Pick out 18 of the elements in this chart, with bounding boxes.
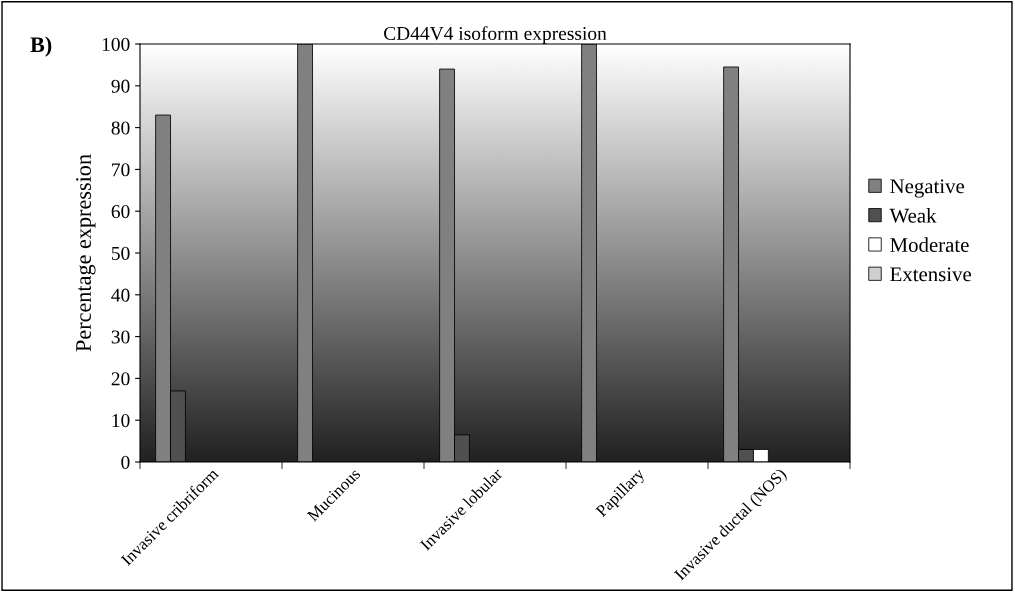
y-tick-label: 0 [121, 455, 130, 469]
y-tick-label: 20 [111, 372, 130, 386]
legend-label: Extensive [890, 267, 972, 282]
y-tick-label: 50 [111, 246, 130, 260]
y-tick-label: 30 [111, 330, 130, 344]
y-tick-label: 70 [112, 163, 130, 177]
legend-label: Negative [890, 179, 965, 198]
y-tick-label: 60 [111, 205, 130, 219]
y-tick-label: 100 [102, 37, 130, 51]
y-axis-title: Percentage expression [76, 154, 96, 352]
text: B) [30, 36, 52, 57]
legend-label: Weak [889, 208, 937, 223]
legend-label: Moderate [890, 237, 969, 252]
chart-title: CD44V4 isoform expression [384, 26, 607, 44]
y-tick-label: 10 [112, 414, 130, 428]
y-tick-label: 80 [111, 121, 130, 135]
y-tick-label: 40 [111, 288, 130, 302]
y-tick-label: 90 [111, 79, 130, 93]
